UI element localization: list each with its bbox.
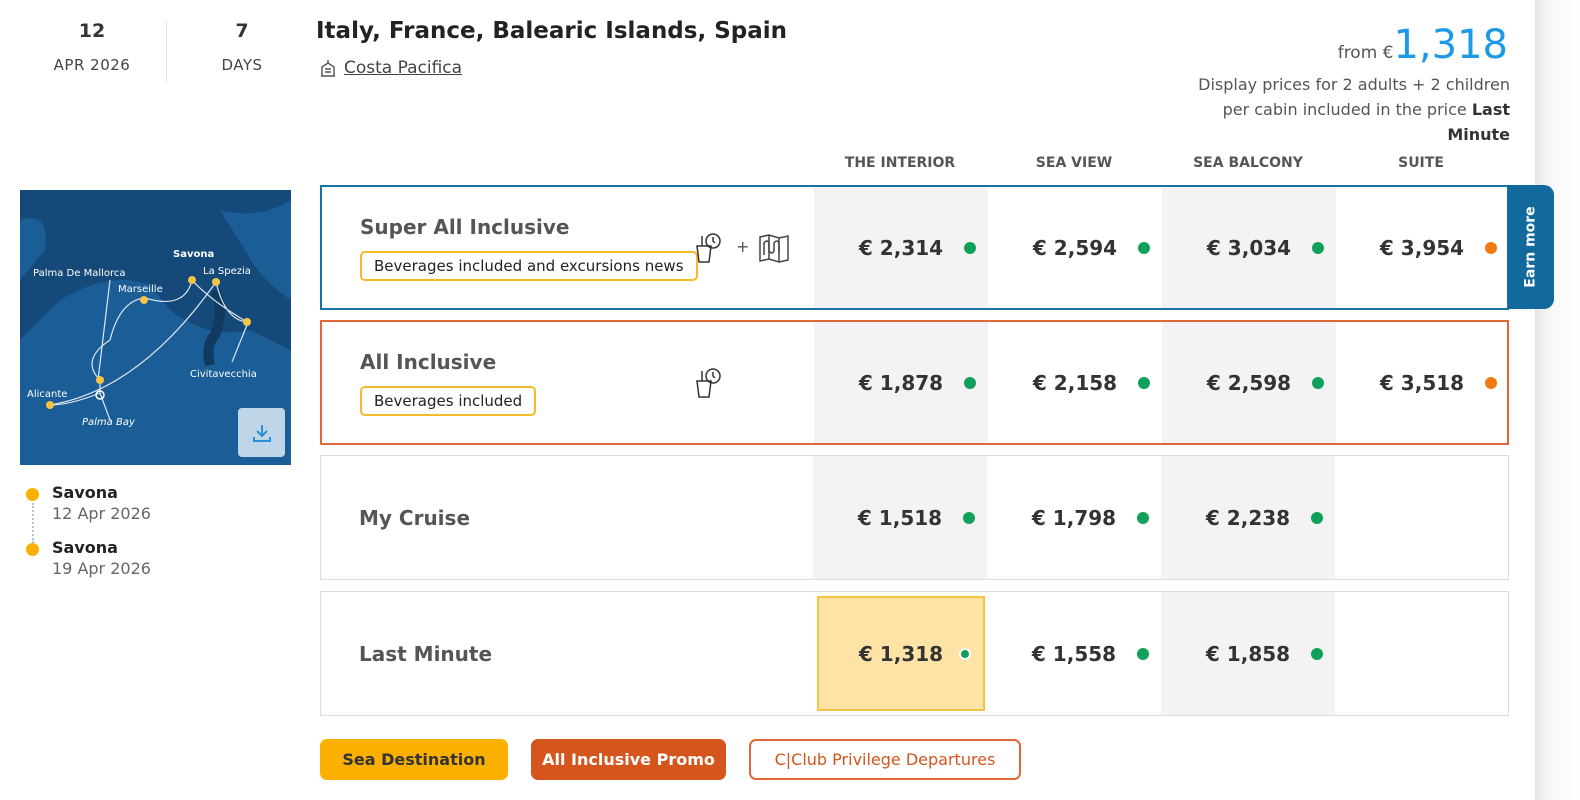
price: € 2,594	[1032, 235, 1118, 260]
map-icon	[759, 234, 789, 263]
stop-dot	[26, 543, 39, 556]
from-price-value: 1,318	[1393, 22, 1508, 68]
fare-row-all-inclusive[interactable]: All Inclusive Beverages included € 1,878…	[320, 320, 1509, 445]
price-cell[interactable]: € 3,954	[1335, 187, 1509, 308]
from-label: from €	[1337, 43, 1394, 63]
price: € 2,314	[858, 235, 944, 260]
earn-more-tab[interactable]: Earn more	[1508, 185, 1554, 309]
price-cell[interactable]: € 3,518	[1335, 322, 1509, 443]
map-label: Marseille	[118, 284, 163, 295]
ship: Costa Pacifica	[318, 58, 462, 78]
badge-sea-destination[interactable]: Sea Destination	[320, 739, 508, 780]
price: € 1,558	[1031, 641, 1117, 666]
availability-dot	[1485, 241, 1497, 254]
availability-dot	[1311, 511, 1323, 524]
price-note: Display prices for 2 adults + 2 children…	[1180, 72, 1510, 147]
panel-shadow	[1535, 0, 1580, 800]
fare-name: Super All Inclusive	[360, 215, 570, 239]
divider	[166, 20, 167, 82]
price-cell[interactable]: € 2,314	[814, 187, 988, 308]
map-label: Alicante	[27, 389, 67, 400]
duration-value: 7	[235, 20, 249, 42]
fare-name: My Cruise	[359, 506, 471, 530]
availability-dot	[1311, 647, 1323, 660]
badge-cclub-privilege[interactable]: C|Club Privilege Departures	[749, 739, 1021, 780]
map-label: Palma Bay	[82, 417, 136, 428]
availability-dot	[1312, 376, 1324, 389]
ship-icon	[321, 60, 335, 77]
download-map-button[interactable]	[238, 408, 285, 457]
price-cell[interactable]: € 1,798	[987, 456, 1161, 579]
map-label: Palma De Mallorca	[33, 268, 126, 279]
price-cell[interactable]: € 2,158	[988, 322, 1162, 443]
map-label: Savona	[173, 249, 214, 260]
availability-dot	[1137, 647, 1149, 660]
earn-more-label: Earn more	[1523, 206, 1539, 288]
price: € 2,238	[1205, 505, 1291, 530]
stop-date: 12 Apr 2026	[52, 504, 151, 523]
price: € 2,598	[1206, 370, 1292, 395]
price: € 1,798	[1031, 505, 1117, 530]
itinerary-connector	[32, 503, 34, 543]
price: € 1,858	[1205, 641, 1291, 666]
price-note-text: Display prices for 2 adults + 2 children…	[1198, 75, 1510, 119]
price-cell[interactable]: € 1,878	[814, 322, 988, 443]
fare-row-last-minute[interactable]: Last Minute € 1,318 € 1,558 € 1,858	[320, 591, 1509, 716]
stop-date: 19 Apr 2026	[52, 559, 151, 578]
price-cell[interactable]: € 1,518	[813, 456, 987, 579]
price: € 1,318	[858, 641, 944, 666]
fare-tag: Beverages included	[360, 386, 537, 416]
fare-tag: Beverages included and excursions news	[360, 251, 698, 281]
column-header-interior: THE INTERIOR	[844, 155, 956, 171]
price: € 2,158	[1032, 370, 1118, 395]
availability-dot	[959, 647, 971, 660]
price-note-fare: Last Minute	[1447, 100, 1510, 144]
availability-dot	[964, 241, 976, 254]
availability-dot	[1137, 511, 1149, 524]
cruise-title: Italy, France, Balearic Islands, Spain	[316, 18, 788, 44]
fare-name: Last Minute	[359, 642, 493, 666]
availability-dot	[1138, 241, 1150, 254]
stop-port: Savona	[52, 483, 118, 502]
drinks-icon	[696, 233, 721, 263]
price: € 1,878	[858, 370, 944, 395]
duration: 7 DAYS	[172, 20, 312, 74]
price: € 1,518	[857, 505, 943, 530]
plus-icon: +	[736, 237, 750, 256]
availability-dot	[963, 511, 975, 524]
duration-unit: DAYS	[221, 56, 263, 74]
availability-dot	[1312, 241, 1324, 254]
price-cell[interactable]: € 2,594	[988, 187, 1162, 308]
fare-row-my-cruise[interactable]: My Cruise € 1,518 € 1,798 € 2,238	[320, 455, 1509, 580]
drinks-icon	[696, 368, 721, 398]
price: € 3,954	[1379, 235, 1465, 260]
price-cell[interactable]: € 2,598	[1162, 322, 1336, 443]
column-header-suite: SUITE	[1398, 155, 1444, 171]
price: € 3,034	[1206, 235, 1292, 260]
price-cell[interactable]: € 3,034	[1162, 187, 1336, 308]
availability-dot	[1138, 376, 1150, 389]
day: 12	[78, 20, 106, 42]
price-cell-selected[interactable]: € 1,318	[817, 596, 985, 711]
price-cell[interactable]: € 2,238	[1161, 456, 1335, 579]
availability-dot	[1485, 376, 1497, 389]
price-cell[interactable]: € 1,558	[987, 592, 1161, 715]
ship-link[interactable]: Costa Pacifica	[344, 58, 463, 78]
download-icon	[252, 424, 271, 442]
fare-row-super-all-inclusive[interactable]: Super All Inclusive Beverages included a…	[320, 185, 1509, 310]
price: € 3,518	[1379, 370, 1465, 395]
badge-all-inclusive-promo[interactable]: All Inclusive Promo	[531, 739, 726, 780]
price-cell[interactable]: € 1,858	[1161, 592, 1335, 715]
stop-port: Savona	[52, 538, 118, 557]
map-label: La Spezia	[203, 266, 251, 277]
availability-dot	[964, 376, 976, 389]
departure-date: 12 APR 2026	[22, 20, 162, 74]
column-header-sea-view: SEA VIEW	[1035, 155, 1113, 171]
column-header-sea-balcony: SEA BALCONY	[1193, 155, 1303, 171]
from-price: from €1,318	[1338, 22, 1508, 68]
fare-name: All Inclusive	[360, 350, 497, 374]
map-label: Civitavecchia	[190, 369, 257, 380]
stop-dot	[26, 488, 39, 501]
month-year: APR 2026	[53, 56, 131, 74]
